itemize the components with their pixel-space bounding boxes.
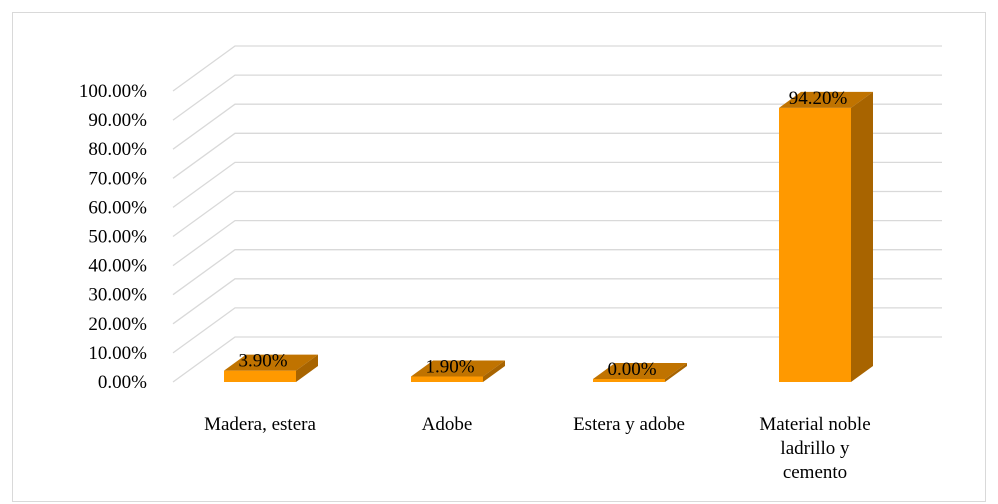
bar-side <box>483 360 505 382</box>
bars <box>224 91 873 383</box>
category-label: Adobe <box>422 414 473 435</box>
bar-chart: 0.00% 10.00% 20.00% 30.00% 40.00% 50.00% 60.00… <box>79 45 942 483</box>
category-label-line: cemento <box>783 462 847 483</box>
bar-top <box>224 354 318 371</box>
data-label: 94.20% <box>789 88 848 109</box>
bar-front <box>779 107 851 383</box>
y-tick-label: 100.00% <box>79 81 147 102</box>
gridline <box>172 132 942 179</box>
data-label: 3.90% <box>238 351 287 372</box>
y-tick-label: 50.00% <box>88 227 147 248</box>
y-tick-label: 0.00% <box>98 372 147 393</box>
y-tick-label: 90.00% <box>88 110 147 131</box>
category-label-line: Estera y adobe <box>573 414 685 435</box>
gridline <box>172 161 942 208</box>
y-tick-label: 70.00% <box>88 168 147 189</box>
y-tick-label: 40.00% <box>88 256 147 277</box>
category-label-line: Material noble <box>759 414 870 435</box>
bar <box>224 354 318 382</box>
gridline <box>172 307 942 354</box>
bar-side <box>296 354 318 382</box>
y-tick-label: 80.00% <box>88 139 147 160</box>
bar-front <box>593 379 665 382</box>
y-tick-label: 20.00% <box>88 314 147 335</box>
y-axis-ticks: 0.00% 10.00% 20.00% 30.00% 40.00% 50.00% 60.00… <box>79 81 147 393</box>
gridline <box>172 249 942 296</box>
category-label: Estera y adobe <box>573 414 685 435</box>
category-label-line: Adobe <box>422 414 473 435</box>
bar-front <box>224 370 296 382</box>
gridline <box>172 336 942 383</box>
chart-frame: 0.00% 10.00% 20.00% 30.00% 40.00% 50.00% 60.00… <box>12 12 986 502</box>
gridline <box>172 103 942 150</box>
y-tick-label: 60.00% <box>88 197 147 218</box>
bar <box>411 360 505 382</box>
gridlines <box>172 45 942 383</box>
bar <box>593 363 687 382</box>
category-label: Material noble ladrillo y cemento <box>759 414 870 483</box>
data-label: 1.90% <box>425 356 474 377</box>
data-label: 0.00% <box>607 359 656 380</box>
x-axis-categories: Madera, estera Adobe Estera y adobe Materia… <box>204 414 871 483</box>
bar <box>779 91 873 383</box>
gridline <box>172 45 942 92</box>
gridline <box>172 190 942 238</box>
y-tick-label: 30.00% <box>88 285 147 306</box>
gridline <box>172 219 942 267</box>
category-label-line: ladrillo y <box>780 438 850 459</box>
bar-top <box>593 363 687 379</box>
category-label-line: Madera, estera <box>204 414 316 435</box>
gridline <box>172 74 942 121</box>
gridline <box>172 278 942 325</box>
bar-top <box>411 360 505 377</box>
category-label: Madera, estera <box>204 414 316 435</box>
bar-side <box>665 363 687 382</box>
bar-front <box>411 376 483 382</box>
data-labels: 3.90% 1.90% 0.00% 94.20% <box>238 88 847 380</box>
y-tick-label: 10.00% <box>88 343 147 364</box>
bar-side <box>851 91 873 383</box>
bar-top <box>779 91 873 108</box>
